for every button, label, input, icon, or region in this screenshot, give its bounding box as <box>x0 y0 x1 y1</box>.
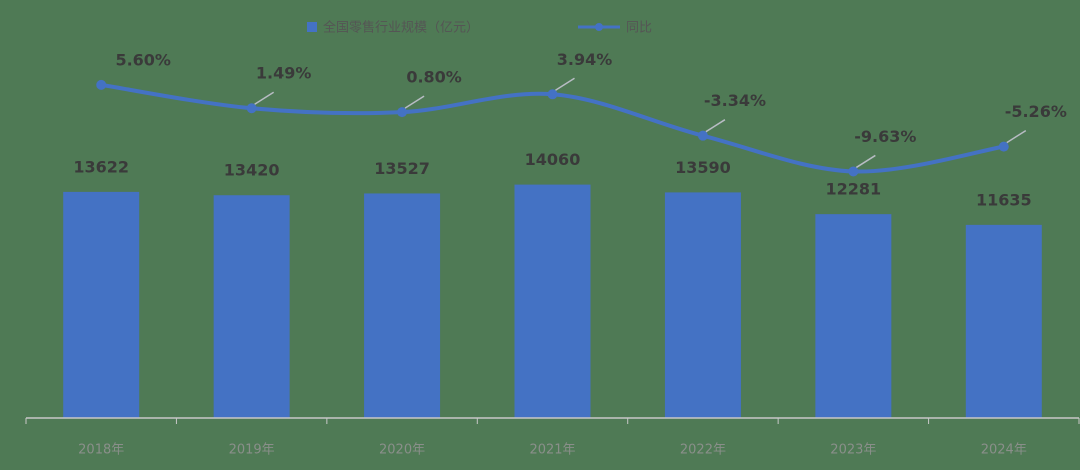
line-marker <box>246 103 257 114</box>
bar-value-label: 11635 <box>976 190 1032 209</box>
x-tick-label: 2018年 <box>78 443 124 458</box>
bar-value-label: 13590 <box>675 158 731 177</box>
line-value-label: 5.60% <box>115 50 171 69</box>
line-marker <box>547 89 558 100</box>
leader-line <box>855 154 876 169</box>
leader-line <box>1006 129 1027 144</box>
x-tick-label: 2019年 <box>229 443 275 458</box>
line-value-label: 1.49% <box>256 64 312 83</box>
leader-line <box>555 77 575 91</box>
line-marker <box>998 141 1009 152</box>
line-value-label: -9.63% <box>854 127 916 146</box>
bar-value-label: 12281 <box>826 180 882 199</box>
line-marker <box>697 130 708 141</box>
bar-value-label: 13420 <box>224 161 280 180</box>
line-value-label: 3.94% <box>557 50 613 69</box>
x-tick-label: 2022年 <box>680 443 726 458</box>
leader-line <box>254 91 275 105</box>
legend-marker <box>595 23 603 31</box>
bar <box>63 191 140 418</box>
x-tick-label: 2023年 <box>830 443 876 458</box>
leader-line <box>705 119 726 133</box>
bar <box>213 195 290 418</box>
bar-value-label: 14060 <box>525 150 581 169</box>
line-value-label: 0.80% <box>406 68 462 87</box>
bar <box>815 214 892 418</box>
x-tick-label: 2024年 <box>981 443 1027 458</box>
line-marker <box>397 107 408 118</box>
line-marker <box>96 79 107 90</box>
line-value-label: -5.26% <box>1005 102 1067 121</box>
bar <box>514 184 591 418</box>
line-marker <box>848 166 859 177</box>
bar <box>965 224 1042 418</box>
bar-value-label: 13527 <box>374 159 430 178</box>
bar-value-label: 13622 <box>73 157 129 176</box>
legend-swatch-bar <box>307 22 317 32</box>
x-tick-label: 2021年 <box>529 443 575 458</box>
bar <box>664 192 741 418</box>
bar <box>364 193 441 418</box>
x-tick-label: 2020年 <box>379 443 425 458</box>
line-value-label: -3.34% <box>704 91 766 110</box>
leader-line <box>404 95 425 109</box>
legend-label: 同比 <box>626 21 652 36</box>
legend-label: 全国零售行业规模（亿元） <box>323 20 479 36</box>
